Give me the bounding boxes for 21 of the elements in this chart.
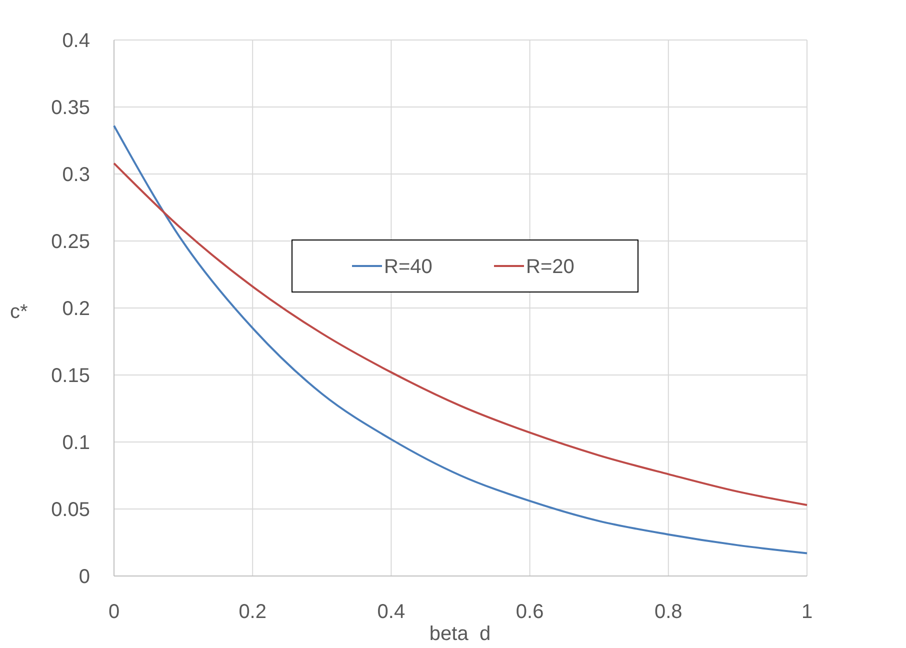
y-tick-label: 0.1 [62, 432, 90, 454]
x-tick-label: 0.6 [516, 601, 544, 623]
x-axis-title: beta d [429, 623, 491, 645]
y-tick-label: 0.35 [51, 97, 90, 119]
legend-label: R=40 [384, 256, 432, 278]
x-tick-label: 0 [108, 601, 120, 623]
x-tick-label: 0.4 [377, 601, 406, 623]
line-series [113, 162, 808, 506]
y-axis-title: c* [10, 301, 28, 323]
x-tick-label: 1 [801, 601, 813, 623]
y-tick-label: 0.3 [62, 164, 90, 186]
y-tick-label: 0.05 [51, 499, 90, 521]
y-tick-label: 0.2 [62, 298, 90, 320]
y-tick-label: 0.25 [51, 231, 90, 253]
y-tick-label: 0 [78, 566, 90, 588]
x-tick-label: 0.8 [654, 601, 682, 623]
y-tick-label: 0.15 [51, 365, 90, 387]
legend-label: R=20 [526, 256, 574, 278]
line-series [113, 124, 808, 554]
x-tick-label: 0.2 [238, 601, 267, 623]
y-tick-label: 0.4 [62, 30, 90, 52]
